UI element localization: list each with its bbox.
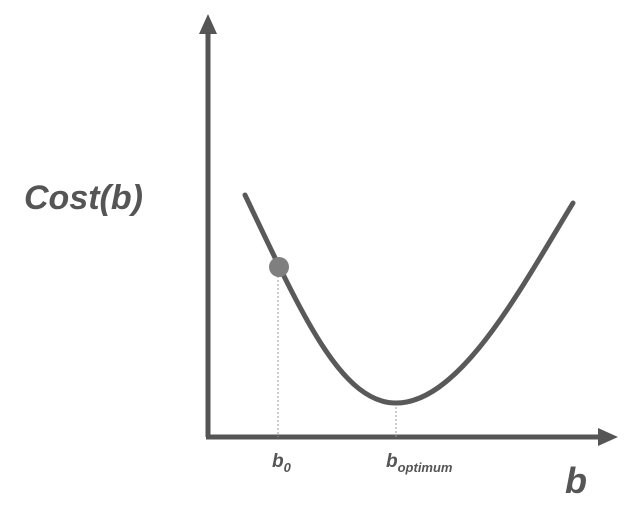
b-optimum-label-base: b bbox=[386, 451, 398, 472]
b0-label: b0 bbox=[272, 451, 292, 475]
cost-curve bbox=[242, 192, 576, 406]
b-optimum-label-subscript: optimum bbox=[398, 460, 453, 475]
b-optimum-label: boptimum bbox=[386, 451, 453, 475]
b0-label-subscript: 0 bbox=[284, 460, 292, 475]
current-point-marker bbox=[269, 257, 289, 277]
y-axis-arrow-icon bbox=[199, 14, 217, 34]
b0-label-base: b bbox=[272, 451, 284, 472]
y-axis-label: Cost(b) bbox=[24, 179, 143, 217]
x-axis-label: b bbox=[565, 460, 587, 501]
x-axis-arrow-icon bbox=[598, 428, 618, 446]
